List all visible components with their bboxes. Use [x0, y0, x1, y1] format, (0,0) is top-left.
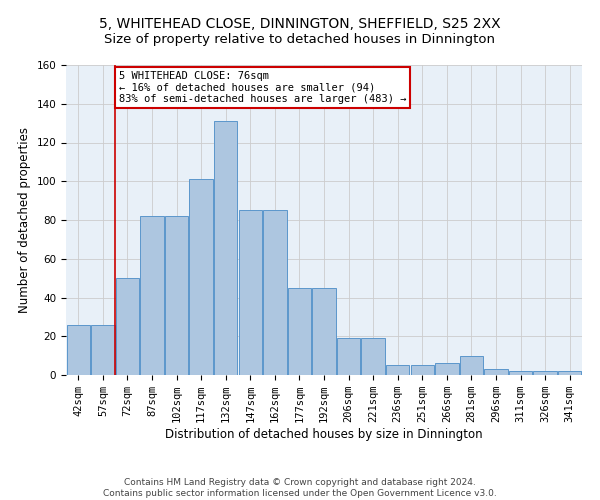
- Text: Contains HM Land Registry data © Crown copyright and database right 2024.
Contai: Contains HM Land Registry data © Crown c…: [103, 478, 497, 498]
- X-axis label: Distribution of detached houses by size in Dinnington: Distribution of detached houses by size …: [165, 428, 483, 441]
- Text: Size of property relative to detached houses in Dinnington: Size of property relative to detached ho…: [104, 32, 496, 46]
- Bar: [533, 371, 557, 375]
- Text: 5 WHITEHEAD CLOSE: 76sqm
← 16% of detached houses are smaller (94)
83% of semi-d: 5 WHITEHEAD CLOSE: 76sqm ← 16% of detach…: [119, 71, 406, 104]
- Bar: [239, 210, 262, 375]
- Bar: [140, 216, 164, 375]
- Text: 5, WHITEHEAD CLOSE, DINNINGTON, SHEFFIELD, S25 2XX: 5, WHITEHEAD CLOSE, DINNINGTON, SHEFFIEL…: [99, 18, 501, 32]
- Bar: [509, 371, 532, 375]
- Bar: [91, 324, 115, 375]
- Bar: [361, 338, 385, 375]
- Bar: [190, 180, 213, 375]
- Bar: [435, 364, 458, 375]
- Bar: [337, 338, 360, 375]
- Bar: [263, 210, 287, 375]
- Bar: [460, 356, 483, 375]
- Y-axis label: Number of detached properties: Number of detached properties: [18, 127, 31, 313]
- Bar: [484, 369, 508, 375]
- Bar: [313, 288, 335, 375]
- Bar: [165, 216, 188, 375]
- Bar: [214, 121, 238, 375]
- Bar: [288, 288, 311, 375]
- Bar: [67, 324, 90, 375]
- Bar: [558, 371, 581, 375]
- Bar: [386, 366, 409, 375]
- Bar: [410, 366, 434, 375]
- Bar: [116, 278, 139, 375]
